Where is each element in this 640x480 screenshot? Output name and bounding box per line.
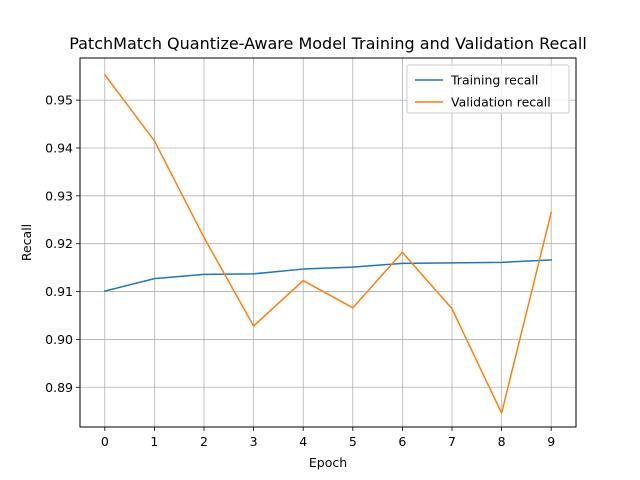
chart-title: PatchMatch Quantize-Aware Model Training… (69, 34, 587, 53)
legend-label-0: Training recall (450, 73, 538, 88)
x-tick-label: 1 (150, 434, 158, 449)
y-tick-label: 0.95 (45, 93, 73, 108)
y-tick-label: 0.91 (45, 284, 73, 299)
legend-box (406, 64, 570, 114)
legend: Training recall Validation recall (406, 64, 570, 114)
plot-area-frame (79, 57, 577, 428)
grid-lines (80, 58, 576, 427)
y-axis-ticks: 0.89 0.90 0.91 0.92 0.93 0.94 0.95 (45, 93, 80, 395)
legend-label-1: Validation recall (451, 95, 551, 110)
y-tick-label: 0.89 (45, 380, 73, 395)
y-tick-label: 0.93 (45, 188, 73, 203)
x-tick-label: 7 (448, 434, 456, 449)
x-tick-label: 6 (398, 434, 406, 449)
series-line-0 (103, 259, 552, 292)
x-tick-label: 8 (498, 434, 506, 449)
x-tick-label: 2 (200, 434, 208, 449)
y-tick-label: 0.92 (45, 236, 73, 251)
series-line-1 (103, 73, 553, 414)
x-axis-ticks: 0 1 2 3 4 5 6 7 8 9 (101, 427, 555, 449)
x-tick-label: 5 (349, 434, 357, 449)
x-tick-label: 0 (101, 434, 109, 449)
y-tick-label: 0.94 (45, 140, 73, 155)
x-tick-label: 4 (299, 434, 307, 449)
x-tick-label: 3 (250, 434, 258, 449)
series-lines (103, 73, 553, 414)
x-tick-label: 9 (547, 434, 555, 449)
x-axis-label: Epoch (309, 455, 347, 470)
y-axis-label: Recall (19, 224, 34, 261)
y-tick-label: 0.90 (45, 332, 73, 347)
